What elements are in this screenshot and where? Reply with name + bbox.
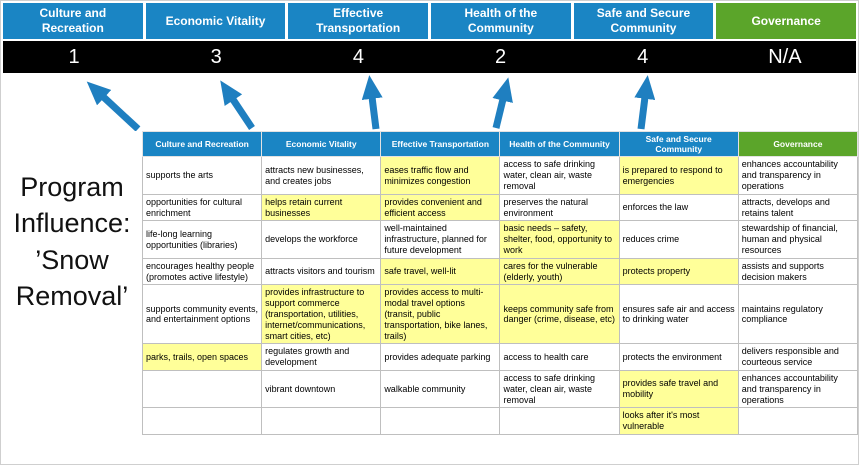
table-cell: supports the arts: [141, 156, 263, 195]
table-row-6: parks, trails, open spaces regulates grow…: [141, 343, 859, 371]
pillar-header-economic-vitality: Economic Vitality: [145, 3, 286, 39]
table-cell: attracts new businesses, and creates job…: [261, 156, 382, 195]
influence-arrows: [86, 75, 656, 131]
score-economic-vitality: 3: [210, 45, 222, 68]
table-cell: opportunities for cultural enrichment: [141, 193, 263, 222]
table-cell: walkable community: [380, 369, 501, 409]
table-cell: [141, 369, 263, 409]
table-row-2: opportunities for cultural enrichment hel…: [141, 193, 859, 222]
table-row-4: encourages healthy people (promotes acti…: [141, 257, 859, 286]
influence-cell: provides safe travel and mobility: [618, 369, 739, 409]
table-cell: access to health care: [499, 343, 620, 371]
table-header-row: Culture and Recreation Economic Vitality E…: [141, 130, 859, 158]
influence-cell: is prepared to respond to emergencies: [618, 156, 739, 195]
program-title: Program Influence: ’Snow Removal’: [1, 169, 143, 315]
table-cell: maintains regulatory compliance: [737, 284, 859, 345]
score-effective-transportation: 4: [352, 45, 364, 68]
influence-table: Culture and Recreation Economic Vitality E…: [141, 130, 859, 435]
table-row-7: vibrant downtown walkable community access…: [141, 369, 859, 409]
arrow-to-transportation-score-icon: [361, 75, 383, 130]
table-cell: encourages healthy people (promotes acti…: [141, 257, 263, 286]
table-cell: life-long learning opportunities (librar…: [141, 220, 263, 259]
program-title-line: Removal’: [15, 281, 129, 312]
score-safe-and-secure-community: 4: [637, 45, 649, 68]
table-cell: reduces crime: [618, 220, 739, 259]
table-cell: provides adequate parking: [380, 343, 501, 371]
table-row-5: supports community events, and entertain…: [141, 284, 859, 345]
pillar-header-safe-and-secure-community: Safe and Secure Community: [573, 3, 714, 39]
column-header-economic-vitality: Economic Vitality: [261, 130, 382, 158]
table-cell: vibrant downtown: [261, 369, 382, 409]
pillar-header-culture-and-recreation: Culture and Recreation: [3, 3, 143, 39]
table-cell: delivers responsible and courteous servi…: [737, 343, 859, 371]
table-cell: preserves the natural environment: [499, 193, 620, 222]
column-header-governance: Governance: [737, 130, 859, 158]
score-governance: N/A: [768, 45, 802, 68]
pillar-header-governance: Governance: [716, 3, 856, 39]
table-cell: assists and supports decision makers: [737, 257, 859, 286]
table-cell: develops the workforce: [261, 220, 382, 259]
table-row-8: looks after it's most vulnerable: [141, 407, 859, 435]
pillar-header-health-of-the-community: Health of the Community: [431, 3, 571, 39]
influence-cell: cares for the vulnerable (elderly, youth…: [499, 257, 620, 286]
table-cell: regulates growth and development: [261, 343, 382, 371]
influence-cell: keeps community safe from danger (crime,…: [499, 284, 620, 345]
table-cell: enhances accountability and transparency…: [737, 369, 859, 409]
column-header-effective-transportation: Effective Transportation: [380, 130, 501, 158]
table-cell: access to safe drinking water, clean air…: [499, 369, 620, 409]
table-cell: access to safe drinking water, clean air…: [499, 156, 620, 195]
program-title-line: Program: [20, 172, 124, 202]
table-cell: [499, 407, 620, 435]
column-header-culture-and-recreation: Culture and Recreation: [141, 130, 263, 158]
pillar-header-effective-transportation: Effective Transportation: [288, 3, 428, 39]
table-cell: attracts visitors and tourism: [261, 257, 382, 286]
table-cell: ensures safe air and access to drinking …: [618, 284, 739, 345]
influence-cell: helps retain current businesses: [261, 193, 382, 222]
influence-cell: looks after it's most vulnerable: [618, 407, 739, 435]
table-cell: enhances accountability and transparency…: [737, 156, 859, 195]
table-cell: attracts, develops and retains talent: [737, 193, 859, 222]
influence-cell: provides access to multi-modal travel op…: [380, 284, 501, 345]
table-cell: stewardship of financial, human and phys…: [737, 220, 859, 259]
program-title-line: Influence:: [13, 208, 131, 239]
influence-cell: basic needs – safety, shelter, food, opp…: [499, 220, 620, 259]
influence-cell: protects property: [618, 257, 739, 286]
table-cell: [380, 407, 501, 435]
influence-cell: provides infrastructure to support comme…: [261, 284, 382, 345]
table-cell: well-maintained infrastructure, planned …: [380, 220, 501, 259]
table-cell: [261, 407, 382, 435]
arrow-to-economic-score-icon: [220, 80, 255, 130]
table-cell: protects the environment: [618, 343, 739, 371]
influence-cell: safe travel, well-lit: [380, 257, 501, 286]
arrow-to-safety-score-icon: [634, 75, 656, 130]
column-header-health-of-the-community: Health of the Community: [499, 130, 620, 158]
table-cell: enforces the law: [618, 193, 739, 222]
influence-cell: parks, trails, open spaces: [141, 343, 263, 371]
table-body: supports the arts attracts new businesses…: [141, 156, 859, 435]
table-cell: [737, 407, 859, 435]
table-row-1: supports the arts attracts new businesses…: [141, 156, 859, 195]
pillar-header-row: Culture and Recreation Economic Vitality E…: [3, 3, 856, 39]
score-culture-and-recreation: 1: [68, 45, 80, 68]
table-cell: supports community events, and entertain…: [141, 284, 263, 345]
program-title-line: ’Snow: [35, 244, 109, 275]
table-cell: [141, 407, 263, 435]
score-row: 1 3 4 2 4 N/A: [3, 41, 856, 73]
score-health-of-the-community: 2: [495, 45, 507, 68]
arrow-to-health-score-icon: [492, 77, 513, 129]
influence-cell: eases traffic flow and minimizes congest…: [380, 156, 501, 195]
column-header-safe-and-secure-community: Safe and Secure Community: [618, 130, 739, 158]
table-row-3: life-long learning opportunities (librar…: [141, 220, 859, 259]
influence-cell: provides convenient and efficient access: [380, 193, 501, 222]
arrow-to-culture-score-icon: [86, 81, 141, 131]
